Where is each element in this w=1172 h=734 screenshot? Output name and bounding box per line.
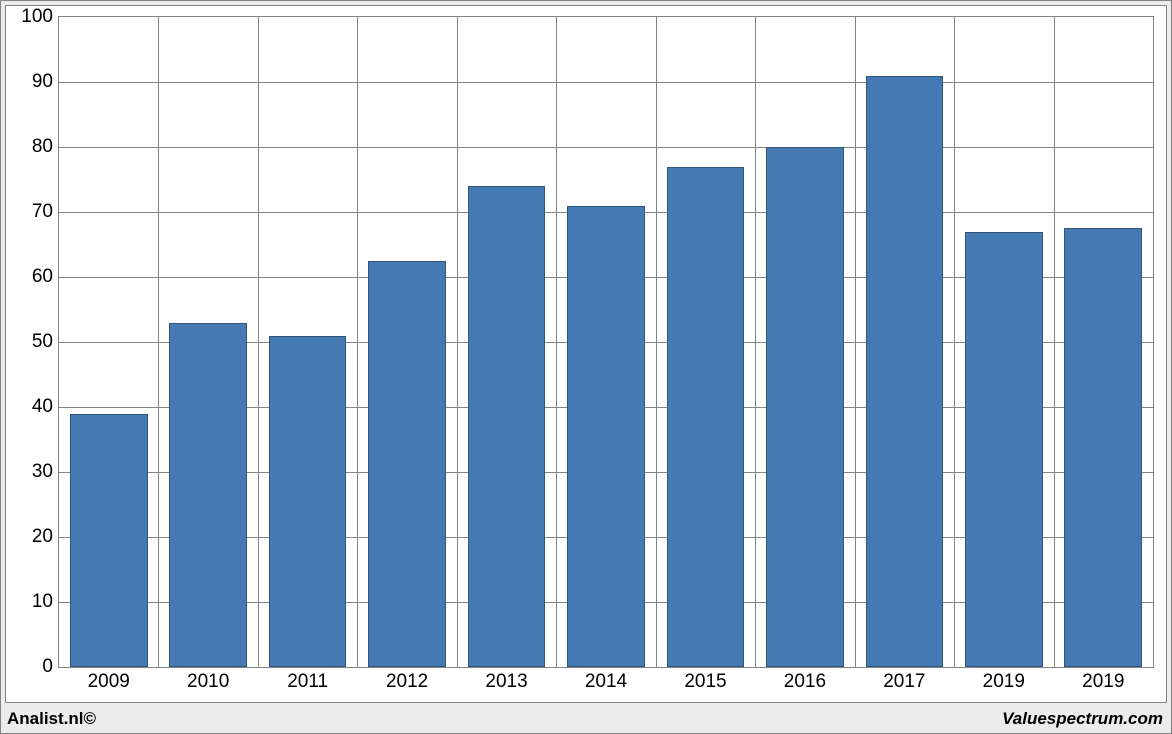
bar — [468, 186, 546, 667]
gridline-v — [158, 17, 159, 667]
bar — [269, 336, 347, 668]
y-tick-label: 70 — [32, 201, 53, 223]
bar — [667, 167, 745, 668]
y-tick-label: 60 — [32, 266, 53, 288]
y-tick-label: 20 — [32, 526, 53, 548]
footer-left-credit: Analist.nl© — [7, 709, 96, 729]
x-tick-label: 2017 — [883, 671, 925, 693]
y-tick-label: 0 — [42, 656, 53, 678]
bar — [965, 232, 1043, 668]
y-tick-label: 30 — [32, 461, 53, 483]
y-tick-label: 10 — [32, 591, 53, 613]
bar — [169, 323, 247, 668]
y-tick-label: 80 — [32, 136, 53, 158]
gridline-v — [755, 17, 756, 667]
x-tick-label: 2014 — [585, 671, 627, 693]
bar — [70, 414, 148, 668]
bar — [567, 206, 645, 668]
gridline-h — [59, 147, 1153, 148]
y-tick-label: 90 — [32, 71, 53, 93]
x-tick-label: 2019 — [1082, 671, 1124, 693]
gridline-v — [556, 17, 557, 667]
x-tick-label: 2012 — [386, 671, 428, 693]
chart-outer-frame: 0 10 20 30 40 50 60 70 80 90 100 2009 2010 2011 2012 20… — [0, 0, 1172, 734]
y-tick-label: 100 — [21, 6, 53, 28]
gridline-v — [954, 17, 955, 667]
x-tick-label: 2011 — [287, 671, 328, 693]
bar — [866, 76, 944, 668]
chart-panel: 0 10 20 30 40 50 60 70 80 90 100 2009 2010 2011 2012 20… — [5, 5, 1167, 703]
gridline-v — [258, 17, 259, 667]
gridline-v — [457, 17, 458, 667]
gridline-v — [1054, 17, 1055, 667]
x-tick-label: 2013 — [485, 671, 527, 693]
gridline-h — [59, 82, 1153, 83]
bar — [368, 261, 446, 667]
x-tick-label: 2010 — [187, 671, 229, 693]
y-tick-label: 40 — [32, 396, 53, 418]
gridline-v — [357, 17, 358, 667]
footer-right-credit: Valuespectrum.com — [1002, 709, 1163, 729]
plot-area: 0102030405060708090100200920102011201220… — [58, 16, 1154, 668]
bar — [766, 147, 844, 667]
gridline-v — [855, 17, 856, 667]
x-tick-label: 2015 — [684, 671, 726, 693]
x-tick-label: 2009 — [88, 671, 130, 693]
bar — [1064, 228, 1142, 667]
x-tick-label: 2016 — [784, 671, 826, 693]
gridline-v — [656, 17, 657, 667]
x-tick-label: 2019 — [983, 671, 1025, 693]
y-tick-label: 50 — [32, 331, 53, 353]
